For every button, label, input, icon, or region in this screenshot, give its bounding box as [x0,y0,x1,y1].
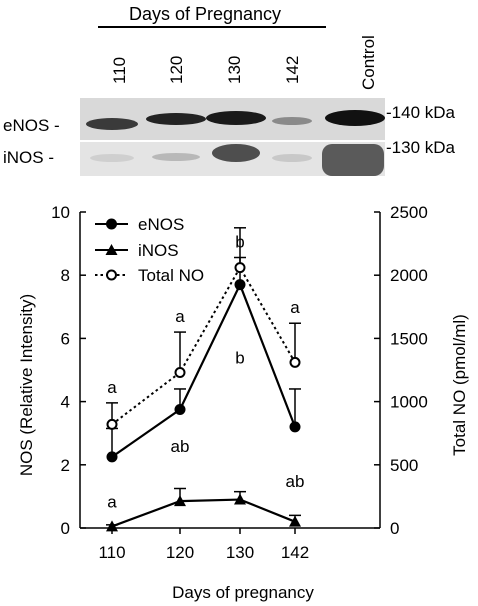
chart-axes: 0 2 4 6 8 10 0 500 1000 1500 2000 2500 110 120 130 142 [51,203,428,562]
enos-letter: ab [171,437,190,456]
inos-point [174,495,186,507]
total-no-point [174,367,186,379]
enos-letter: ab [286,472,305,491]
total-no-letter: a [290,298,300,317]
inos-row-label: iNOS - [3,148,54,167]
y-tick-label-right: 1500 [390,329,428,348]
lane-label-120: 120 [167,56,186,84]
total-no-letter: a [175,307,185,326]
y-tick-label-right: 1000 [390,393,428,412]
legend-label-enos: eNOS [138,215,184,234]
enos-band-130 [206,111,266,125]
lane-label-110: 110 [110,57,129,84]
enos-letter: b [235,349,244,368]
inos-line [111,498,296,528]
enos-point [174,404,186,415]
inos-point [289,515,301,527]
total-no-letter: a [107,378,117,397]
western-blot-panel: Days of Pregnancy 110 120 130 142 Contro… [3,4,456,176]
x-tick-label: 110 [98,543,125,562]
x-tick-label: 130 [226,543,254,562]
x-tick-label: 142 [281,543,309,562]
y-tick-label-right: 500 [390,456,418,475]
legend-marker-inos [105,244,118,255]
total-no-line [111,265,296,426]
inos-band-130 [212,144,260,162]
y-axis-label: NOS (Relative Intensity) [17,294,36,476]
legend-label-total-no: Total NO [138,266,204,285]
total-no-point [106,418,118,430]
enos-line [111,281,297,458]
total-no-point [234,262,246,274]
series-lines [111,265,297,528]
total-no-point [289,356,301,368]
legend-label-inos: iNOS [138,241,179,260]
enos-band-142 [272,117,312,125]
y-tick-label-left: 8 [61,266,70,285]
total-no-letter: b [235,233,244,252]
enos-point [289,421,301,433]
y-axis-right-label: Total NO (pmol/ml) [450,314,469,456]
enos-letter: a [107,492,117,511]
y-tick-label-left: 10 [51,203,70,222]
y-tick-label-left: 4 [61,393,70,412]
x-tick-label: 120 [166,543,194,562]
enos-band-110 [86,118,138,130]
lane-label-142: 142 [283,56,302,84]
y-tick-label-left: 0 [61,519,70,538]
inos-band-110 [90,154,134,162]
y-tick-label-right: 2500 [390,203,428,222]
y-tick-label-left: 6 [61,329,70,348]
lane-label-control: Control [359,35,378,90]
inos-band-control [322,144,384,176]
enos-point [234,279,246,291]
mw-marker-130: -130 kDa [386,138,456,157]
enos-band-120 [146,113,206,125]
x-axis-label: Days of pregnancy [172,583,314,602]
inos-band-142 [272,154,312,162]
enos-row-label: eNOS - [3,116,60,135]
inos-point [234,493,246,505]
inos-band-120 [152,153,200,161]
y-tick-label-left: 2 [61,456,70,475]
blot-header: Days of Pregnancy [129,4,281,24]
y-tick-label-right: 0 [390,519,399,538]
enos-band-control [325,110,385,126]
mw-marker-140: -140 kDa [386,103,456,122]
lane-label-130: 130 [225,56,244,84]
legend-marker-enos [106,218,117,230]
legend-marker-total-no [106,269,117,281]
series-markers [106,262,301,532]
enos-point [106,451,118,463]
legend: eNOS iNOS Total NO [95,215,204,285]
y-tick-label-right: 2000 [390,266,428,285]
inos-point [106,520,118,532]
